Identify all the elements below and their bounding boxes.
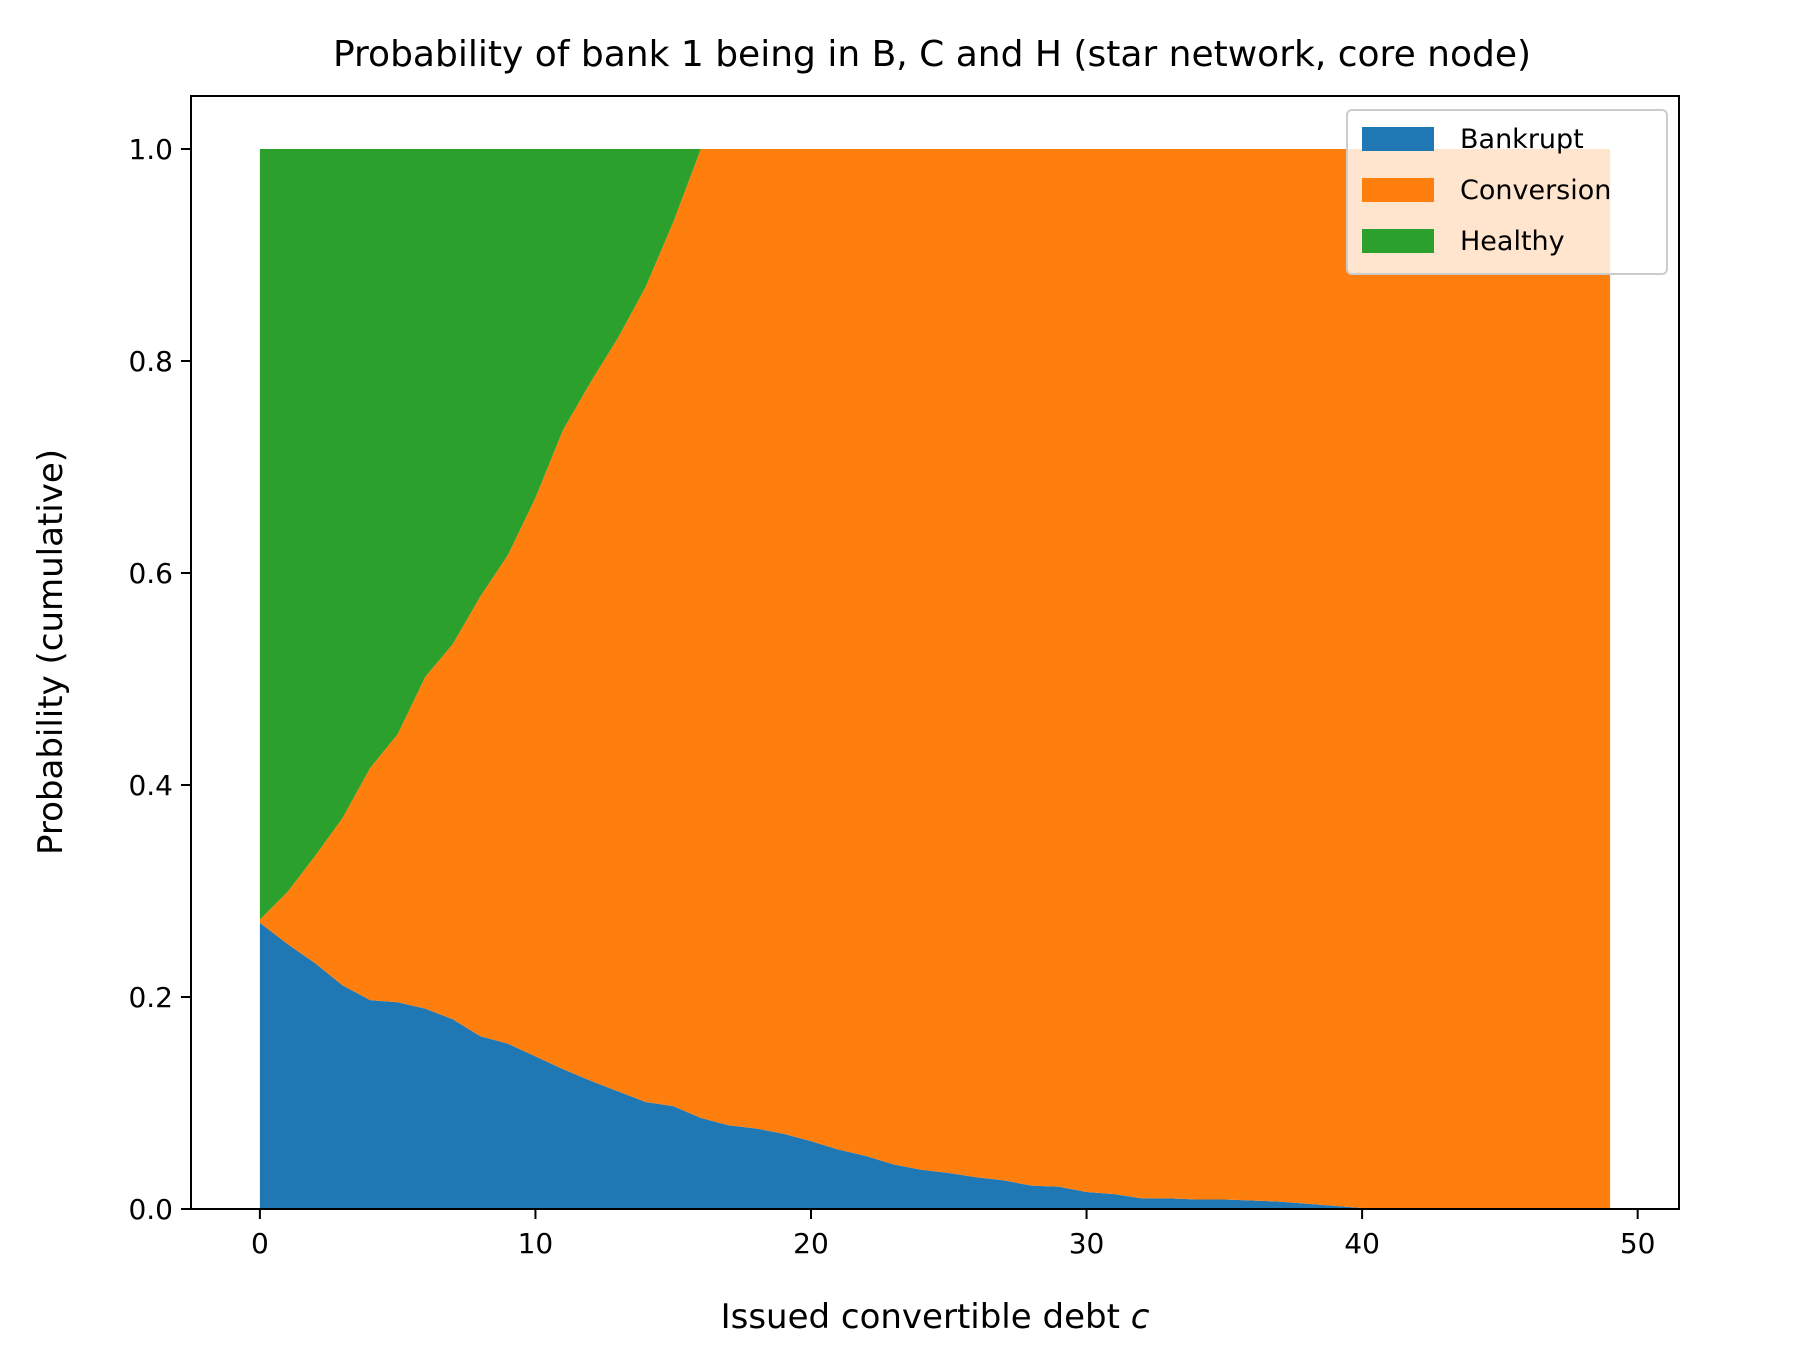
- legend: Bankrupt Conversion Healthy: [1346, 109, 1668, 275]
- legend-swatch-healthy: [1362, 229, 1434, 253]
- x-axis-title-text: Issued convertible debt: [721, 1297, 1131, 1337]
- y-tick-label: 0.8: [128, 345, 173, 378]
- legend-label-healthy: Healthy: [1460, 226, 1565, 257]
- area-healthy: [259, 149, 1611, 920]
- y-tick-label: 0.0: [128, 1193, 173, 1226]
- x-tick-label: 0: [251, 1227, 269, 1260]
- plot-frame: [190, 95, 1680, 1210]
- x-axis-title-variable: c: [1131, 1297, 1150, 1337]
- y-tick-label: 1.0: [128, 133, 173, 166]
- x-tick-label: 50: [1620, 1227, 1656, 1260]
- x-tick-label: 10: [518, 1227, 554, 1260]
- areas-layer: [259, 149, 1611, 1209]
- legend-label-conversion: Conversion: [1460, 175, 1611, 206]
- x-tick-label: 40: [1344, 1227, 1380, 1260]
- y-tick-label: 0.4: [128, 769, 173, 802]
- legend-entries: Bankrupt Conversion Healthy: [1362, 124, 1611, 257]
- x-tick-label: 20: [793, 1227, 829, 1260]
- legend-label-bankrupt: Bankrupt: [1460, 124, 1584, 155]
- y-tick-label: 0.6: [128, 557, 173, 590]
- x-axis-title: Issued convertible debt c: [721, 1297, 1150, 1337]
- y-tick-label: 0.2: [128, 981, 173, 1014]
- x-tick-label: 30: [1069, 1227, 1105, 1260]
- area-bankrupt: [259, 922, 1611, 1209]
- chart-title: Probability of bank 1 being in B, C and …: [333, 34, 1531, 75]
- legend-swatch-conversion: [1362, 178, 1434, 202]
- x-axis: 0 10 20 30 40 50: [251, 1209, 1656, 1260]
- legend-swatch-bankrupt: [1362, 127, 1434, 151]
- y-axis: 0.0 0.2 0.4 0.6 0.8 1.0: [128, 133, 191, 1226]
- area-conversion: [259, 149, 1611, 1209]
- y-axis-title: Probability (cumulative): [31, 449, 71, 855]
